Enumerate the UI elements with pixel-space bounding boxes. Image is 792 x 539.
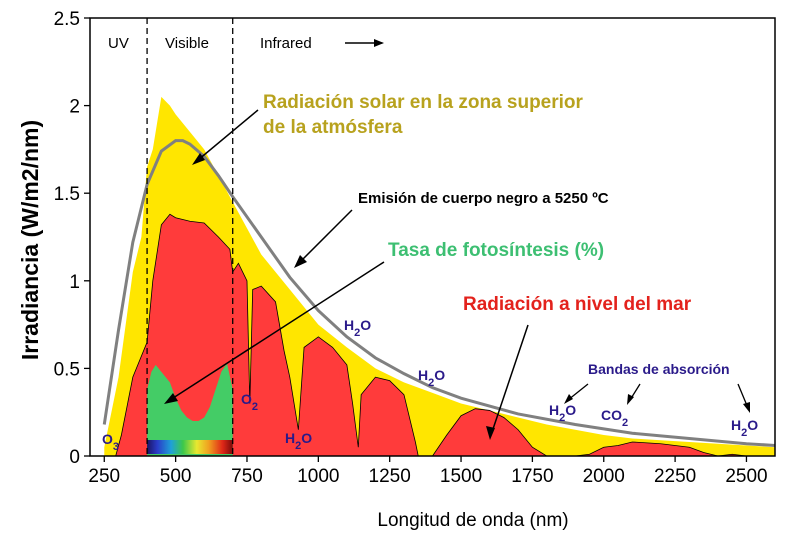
visible-region-label: Visible — [165, 35, 209, 52]
h2o-label-1900: H2O — [549, 402, 576, 424]
o3-label: O3 — [102, 431, 119, 453]
x-tick-label: 1000 — [297, 466, 339, 487]
blackbody-arrow-icon — [294, 209, 353, 268]
h2o-label-2500: H2O — [731, 417, 758, 439]
photosynthesis-arrow-icon — [164, 261, 385, 404]
y-tick-label: 2.5 — [54, 9, 80, 30]
sea-level-label: Radiación a nivel del mar — [463, 294, 692, 315]
x-tick-label: 750 — [231, 466, 263, 487]
x-tick-label: 2500 — [725, 466, 767, 487]
x-tick-label: 1750 — [511, 466, 553, 487]
blackbody-curve — [102, 139, 776, 447]
uv-region-label: UV — [108, 35, 129, 52]
x-tick-label: 2000 — [583, 466, 625, 487]
svg-text:O3: O3 — [102, 431, 119, 453]
y-tick-label: 1.5 — [54, 184, 80, 205]
photosynthesis-area — [147, 363, 233, 456]
sea-level-outline — [115, 213, 775, 457]
x-axis-label: Longitud de onda (nm) — [377, 510, 568, 531]
h2o-label-1400: H2O — [418, 367, 445, 389]
plot-area — [102, 18, 776, 457]
co2-label: CO2 — [601, 407, 628, 429]
infrared-region-label: Infrared — [260, 35, 312, 52]
h2o-label-940: H2O — [285, 430, 312, 452]
y-tick-label: 1 — [69, 272, 80, 293]
y-tick-label: 2 — [69, 97, 80, 118]
x-tick-label: 1250 — [369, 466, 411, 487]
o2-label: O2 — [241, 391, 258, 413]
x-tick-label: 1500 — [440, 466, 482, 487]
sea-level-arrow-icon — [486, 324, 529, 440]
photosynthesis-label: Tasa de fotosíntesis (%) — [388, 240, 604, 261]
absorption-bands-label: Bandas de absorción — [588, 361, 730, 377]
h2o-label-1130: H2O — [344, 317, 371, 339]
y-axis-ticks: 0 0.5 1 1.5 2 2.5 — [54, 9, 90, 468]
absorption-arrow-icons — [564, 383, 750, 413]
y-axis-label: Irradiancia (W/m2/nm) — [17, 120, 43, 360]
top-of-atmosphere-label-line2: de la atmósfera — [263, 117, 403, 138]
x-axis-ticks: 250 500 750 1000 1250 1500 1750 2000 2250 2500 — [88, 456, 768, 487]
x-tick-label: 250 — [88, 466, 120, 487]
y-tick-label: 0 — [69, 447, 80, 468]
blackbody-label: Emisión de cuerpo negro a 5250 ºC — [358, 190, 609, 207]
visible-spectrum-bar — [147, 440, 233, 454]
plot-frame — [89, 17, 776, 457]
top-of-atmosphere-arrow-icon — [192, 109, 259, 165]
sea-level-area — [115, 214, 775, 456]
x-tick-label: 500 — [160, 466, 192, 487]
x-tick-label: 2250 — [654, 466, 696, 487]
top-of-atmosphere-label-line1: Radiación solar en la zona superior — [263, 92, 584, 113]
infrared-arrow-icon — [345, 39, 384, 47]
y-tick-label: 0.5 — [54, 359, 80, 380]
